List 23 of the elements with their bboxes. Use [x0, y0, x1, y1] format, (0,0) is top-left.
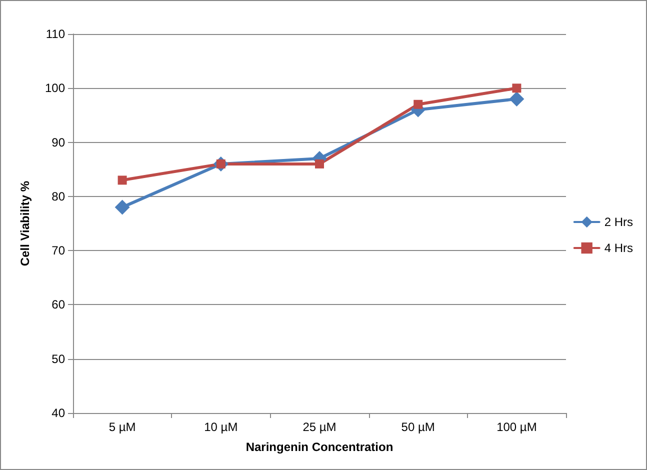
y-tick-label: 110: [46, 27, 66, 41]
point: [315, 159, 324, 168]
point: [118, 176, 127, 185]
y-tick-label: 90: [52, 135, 66, 150]
x-tick-label: 50 µM: [401, 420, 435, 434]
x-axis-title: Naringenin Concentration: [246, 440, 394, 454]
point: [414, 100, 423, 109]
x-tick-label: 25 µM: [302, 420, 336, 434]
y-tick-label: 70: [52, 244, 66, 258]
point: [114, 200, 130, 215]
legend-label: 2 Hrs: [604, 215, 633, 229]
point: [512, 84, 522, 93]
point: [509, 91, 524, 106]
y-tick-label: 80: [52, 189, 66, 204]
y-tick-label: 60: [52, 298, 66, 312]
legend-label: 4 Hrs: [604, 241, 633, 255]
y-tick-label: 50: [52, 352, 66, 366]
x-tick-label: 100 µM: [496, 420, 537, 434]
y-tick-label: 100: [44, 81, 66, 96]
x-tick-label: 5 µM: [108, 420, 136, 434]
y-tick-label: 40: [52, 406, 66, 420]
y-axis-title: Cell Viability %: [18, 180, 32, 266]
x-tick-label: 10 µM: [204, 420, 238, 434]
